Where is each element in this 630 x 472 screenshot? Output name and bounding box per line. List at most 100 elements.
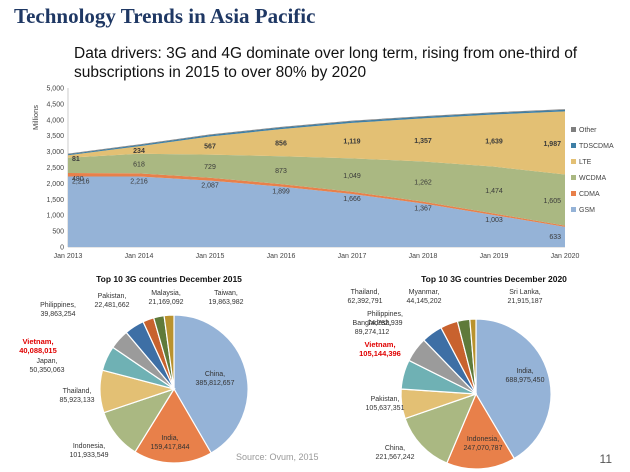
y-tick-label: 1,500 [46,197,64,204]
y-tick-label: 4,500 [46,101,64,108]
pie-label-thailand: Thailand, [351,289,380,296]
data-label-wcdma: 729 [204,164,216,171]
pie-label-malaysia: Malaysia, [151,290,181,297]
legend-swatch-other [571,127,576,132]
legend-label-lte: LTE [579,159,592,166]
x-tick-label: Jan 2018 [409,253,438,260]
pie-label-india: India, [516,368,533,375]
legend-label-other: Other [579,127,597,134]
data-label-lte: 856 [275,141,287,148]
y-tick-label: 0 [60,245,64,252]
x-tick-label: Jan 2014 [125,253,154,260]
pie-value-indonesia: 247,070,787 [464,445,503,452]
y-tick-label: 500 [52,229,64,236]
pie-slice-china [404,392,478,464]
data-label-lte: 1,987 [543,141,561,148]
data-label-gsm: 2,216 [130,179,148,186]
area-wcdma [68,153,565,226]
legend-label-tdscdma: TDSCDMA [579,143,614,150]
pie-label-indonesia: Indonesia, [467,436,499,443]
x-tick-label: Jan 2016 [267,253,296,260]
legend-swatch-gsm [571,207,576,212]
pie-value-pakistan: 22,481,662 [94,302,129,309]
legend-label-cdma: CDMA [579,191,600,198]
page-number: 11 [599,452,612,466]
pie-value-myanmar: 44,145,202 [406,298,441,305]
pie-value-china: 385,812,657 [196,380,235,387]
pie-slice-china [173,314,249,454]
y-tick-label: 2,500 [46,165,64,172]
pie-label-vietnam: Vietnam, [364,340,395,349]
pie-slice-indonesia [446,392,516,470]
data-label-wcdma: 1,605 [543,198,561,205]
legend-swatch-tdscdma [571,143,576,148]
pie-label-pakistan: Pakistan, [98,293,127,300]
pie-label-myanmar: Myanmar, [409,289,440,296]
pie-value-taiwan: 19,863,982 [208,299,243,306]
pie-value-thailand: 85,923,133 [59,397,94,404]
pie-label-china: China, [205,371,225,378]
pie-slice-sri-lanka [469,318,477,395]
data-label-wcdma: 1,474 [485,188,503,195]
data-label-wcdma: 873 [275,168,287,175]
pie-value-malaysia: 21,169,092 [148,299,183,306]
x-tick-label: Jan 2019 [480,253,509,260]
pie-label-philippines: Philippines, [40,302,76,309]
data-label-wcdma: 480 [72,176,84,183]
data-label-gsm: 633 [549,234,561,241]
data-label-wcdma: 618 [133,162,145,169]
slide-title: Technology Trends in Asia Pacific [14,4,316,28]
y-tick-label: 2,000 [46,181,64,188]
area-gsm [68,176,565,247]
legend-swatch-lte [571,159,576,164]
pie-label-taiwan: Taiwan, [214,290,238,297]
y-axis-label: Millions [31,105,40,130]
pie-label-philippines: Philippines, [367,311,403,318]
pie-slice-india [134,387,212,464]
pie-label-bangladesh: Bangladesh, [353,320,392,327]
pie-value-pakistan: 105,637,351 [366,405,405,412]
pie-label-japan: Japan, [36,358,57,365]
legend-swatch-wcdma [571,175,576,180]
pie-label-pakistan: Pakistan, [371,396,400,403]
y-tick-label: 1,000 [46,213,64,220]
data-label-lte: 81 [72,156,80,163]
data-label-lte: 1,639 [485,139,503,146]
pie-slice-india [475,318,552,460]
pie-value-sri-lanka: 21,915,187 [507,298,542,305]
pie-label-vietnam: Vietnam, [22,337,53,346]
data-label-gsm: 1,367 [414,206,432,213]
x-tick-label: Jan 2015 [196,253,225,260]
pie-label-india: India, [161,435,178,442]
data-label-gsm: 1,666 [343,196,361,203]
pie-value-india: 688,975,450 [506,377,545,384]
pie-value-india: 159,417,844 [151,444,190,451]
pie-label-indonesia: Indonesia, [73,443,105,450]
data-label-lte: 567 [204,144,216,151]
legend-label-gsm: GSM [579,207,595,214]
legend-label-wcdma: WCDMA [579,175,607,182]
data-label-lte: 1,357 [414,138,432,145]
pie-label-thailand: Thailand, [63,388,92,395]
pie-slice-taiwan [163,314,175,390]
pie-title: Top 10 3G countries December 2020 [421,274,567,284]
pie-value-bangladesh: 89,274,112 [355,329,390,336]
y-tick-label: 3,000 [46,149,64,156]
pie-label-china: China, [385,445,405,452]
data-label-lte: 1,119 [343,139,360,146]
x-tick-label: Jan 2017 [338,253,367,260]
pie-value-thailand: 62,392,791 [347,298,382,305]
pie-value-philippines: 74,782,939 [367,320,402,327]
pie-value-vietnam: 105,144,396 [359,349,401,358]
pie-value-japan: 50,350,063 [29,367,64,374]
data-label-wcdma: 1,262 [414,180,432,187]
pie-title: Top 10 3G countries December 2015 [96,274,242,284]
data-label-gsm: 2,216 [72,179,90,186]
data-label-gsm: 1,899 [272,189,290,196]
y-tick-label: 5,000 [46,86,64,93]
data-label-gsm: 2,087 [201,183,219,190]
slide-subtitle: Data drivers: 3G and 4G dominate over lo… [74,45,578,81]
data-label-gsm: 1,003 [485,217,503,224]
data-label-lte: 234 [133,148,145,155]
